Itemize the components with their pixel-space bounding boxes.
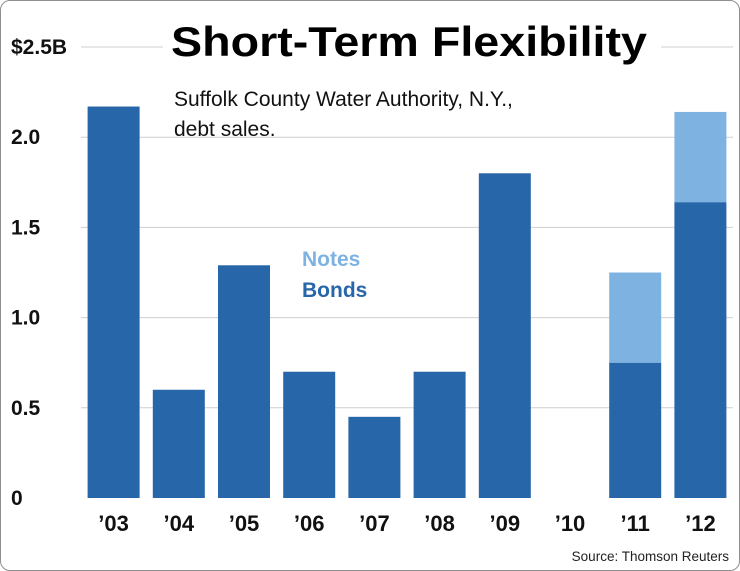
y-axis: 0 0.5 1.0 1.5 2.0 $2.5B (11, 36, 67, 510)
x-tick-label: ’08 (424, 511, 455, 536)
title-backdrop (163, 13, 661, 71)
y-tick-label: 0 (11, 487, 23, 510)
x-tick-label: ’11 (621, 511, 650, 536)
x-tick-label: ’07 (359, 511, 390, 536)
x-tick-label: ’03 (98, 511, 129, 536)
x-tick-label: ’12 (685, 511, 716, 536)
bar-bonds (348, 416, 401, 498)
bar-notes (609, 272, 662, 363)
x-tick-label: ’04 (164, 511, 195, 536)
bar-bonds (218, 265, 270, 498)
bar-notes (674, 111, 727, 203)
x-tick-label: ’06 (294, 511, 325, 536)
chart-title: Short-Term Flexibility (171, 18, 648, 65)
x-axis: ’03 ’04 ’05 ’06 ’07 ’08 ’09 ’10 ’11 ’12 (98, 511, 715, 536)
chart-subtitle-line-2: debt sales. (174, 118, 276, 141)
legend-notes: Notes (302, 248, 360, 271)
y-tick-label: 0.5 (11, 397, 41, 420)
legend-bonds: Bonds (302, 279, 367, 302)
bar-bonds (674, 202, 727, 499)
y-tick-label: $2.5B (11, 36, 67, 59)
bar-bonds (478, 173, 531, 498)
x-tick-label: ’05 (229, 511, 260, 536)
bar-bonds (609, 362, 662, 498)
bar-bonds (87, 106, 140, 499)
x-tick-label: ’09 (490, 511, 521, 536)
y-tick-label: 1.0 (11, 307, 40, 330)
bar-bonds (413, 371, 466, 498)
x-tick-label: ’10 (555, 511, 586, 536)
bars (87, 106, 727, 499)
bar-bonds (152, 389, 205, 498)
y-tick-label: 1.5 (11, 216, 41, 239)
bar-bonds (283, 371, 336, 498)
y-tick-label: 2.0 (11, 126, 40, 149)
chart-subtitle-line-1: Suffolk County Water Authority, N.Y., (174, 88, 513, 111)
source-note: Source: Thomson Reuters (572, 549, 730, 564)
